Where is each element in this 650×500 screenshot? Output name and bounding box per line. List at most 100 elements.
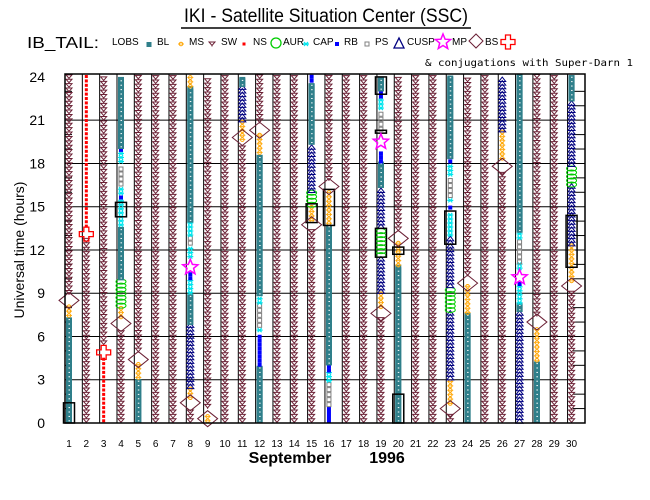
cap-marker (303, 41, 309, 47)
rb-segment (378, 151, 383, 164)
bl-marker-dot (259, 284, 261, 286)
cusp-marker (497, 76, 507, 83)
x-tick-label: 6 (153, 439, 159, 450)
ms-segment (464, 283, 471, 315)
cusp-marker (445, 338, 455, 345)
ns-marker (242, 42, 246, 46)
bl-marker-dot (397, 327, 400, 329)
rb-marker (309, 78, 314, 83)
aur-marker (566, 177, 578, 184)
rb-marker (335, 42, 339, 46)
bl-marker-dot (467, 389, 469, 391)
cusp-marker (445, 374, 455, 381)
sw-segment (359, 75, 368, 424)
legend-label: BS (485, 37, 499, 48)
cusp-marker (567, 236, 577, 243)
ns-marker (84, 158, 88, 162)
sw-marker (203, 78, 212, 84)
cap-segment (447, 163, 454, 177)
sw-segment (64, 74, 74, 295)
ns-marker (84, 75, 88, 79)
bl-marker-dot (536, 398, 538, 400)
bl-marker-dot (397, 283, 400, 285)
ps-segment (326, 382, 332, 408)
cusp-marker (567, 150, 577, 157)
cusp-marker (185, 376, 195, 382)
cap-marker (447, 228, 454, 234)
bl-marker-dot (259, 407, 261, 409)
bl-marker-dot (120, 93, 122, 95)
bl-marker-dot (328, 323, 330, 325)
bl-marker-dot (259, 179, 261, 181)
bl-marker-dot (189, 171, 192, 173)
bl-marker-dot (68, 380, 70, 382)
bl-marker-dot (137, 420, 140, 422)
cap-marker (117, 222, 124, 228)
conjugation-note: & conjugations with Super-Darn 1 (425, 58, 633, 69)
bl-segment (135, 379, 142, 423)
bl-marker-dot (571, 89, 573, 91)
bl-marker-dot (449, 143, 452, 145)
ms-segment (568, 243, 575, 284)
cap-marker (117, 186, 124, 192)
bl-marker-dot (467, 420, 469, 422)
legend-symbol-cross-icon (500, 34, 516, 50)
cusp-marker (567, 233, 577, 240)
ns-marker (102, 401, 106, 405)
day-column-24 (456, 77, 479, 423)
bl-marker-dot (189, 96, 192, 98)
y-axis-ticks: 0 3 6 9 12 15 18 21 24 (29, 69, 45, 431)
cusp-marker (515, 313, 525, 320)
ps-marker (378, 126, 384, 132)
ps-marker (378, 121, 384, 127)
sw-segment (290, 75, 299, 424)
legend-symbol-bl-icon (146, 42, 152, 47)
ns-marker (84, 141, 88, 145)
bl-marker-dot (328, 296, 330, 298)
cusp-marker (497, 87, 507, 93)
cross-icon (500, 34, 516, 50)
x-axis-label-month: September (249, 450, 332, 467)
cusp-marker (515, 327, 525, 334)
bl-marker-dot (519, 106, 521, 108)
bl-marker-dot (571, 85, 573, 87)
cusp-marker (376, 273, 386, 280)
cusp-marker (237, 84, 247, 90)
bl-marker-dot (519, 163, 521, 165)
cusp-segment (376, 255, 386, 294)
ns-marker (102, 370, 106, 374)
cusp-marker (515, 338, 525, 345)
cusp-marker (445, 356, 455, 363)
bl-marker-dot (328, 309, 330, 311)
cusp-marker (445, 253, 455, 260)
cusp-marker (515, 371, 525, 377)
bl-marker-dot (467, 319, 469, 321)
bl-marker-dot (397, 358, 400, 360)
bl-marker-dot (397, 389, 400, 391)
bl-marker-dot (241, 79, 244, 81)
bl-marker-dot (259, 196, 261, 198)
cusp-marker (567, 139, 577, 146)
sw-marker (168, 75, 178, 81)
cusp-marker (376, 255, 386, 262)
rb-segment (118, 195, 123, 200)
satellite-label: IB_TAIL: (27, 35, 99, 52)
cross-icon (78, 226, 94, 242)
ps-marker (447, 188, 453, 194)
bl-marker-dot (189, 153, 192, 155)
day-column-26 (491, 76, 514, 424)
bl-marker-dot (519, 194, 521, 196)
rb-marker (378, 90, 383, 95)
ns-marker (84, 83, 88, 87)
bl-marker-dot (571, 81, 573, 83)
bs-diamond-icon (560, 277, 583, 295)
bl-marker-dot (519, 185, 521, 187)
cusp-marker (567, 161, 577, 168)
bl-marker-dot (120, 128, 122, 130)
bl-marker-dot (397, 367, 400, 369)
aur-marker (115, 294, 127, 301)
ns-marker (84, 167, 88, 171)
bl-marker-dot (68, 349, 70, 351)
bl-marker-dot (536, 389, 538, 391)
bl-marker-dot (467, 376, 469, 378)
